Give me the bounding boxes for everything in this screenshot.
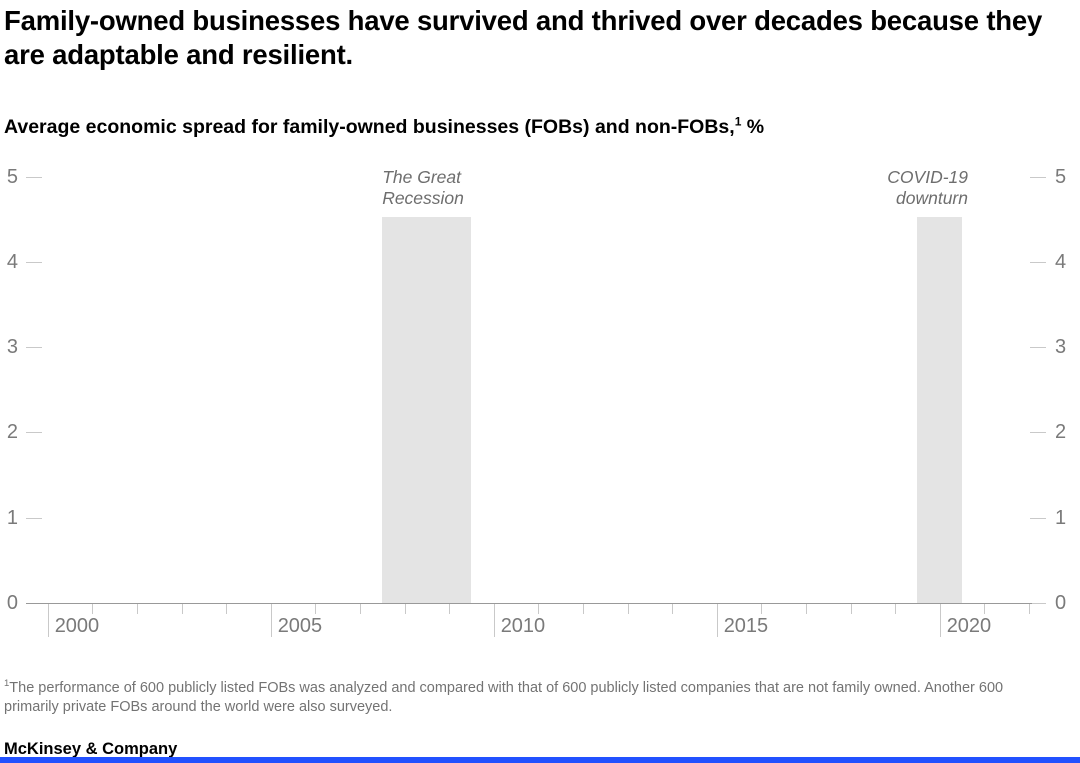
- x-tick-2009: [449, 604, 451, 614]
- x-tick-2004: [226, 604, 228, 614]
- x-tick-2007: [359, 604, 361, 614]
- y-axis-label-right: 0: [1055, 592, 1067, 614]
- x-tick-2014: [672, 604, 674, 614]
- y-tick-left: [26, 261, 42, 263]
- y-axis-label-right: 2: [1055, 421, 1067, 444]
- x-axis-label-2005: 2005: [277, 615, 323, 637]
- y-tick-right: [1030, 517, 1046, 519]
- x-tick-2008: [404, 604, 406, 614]
- annotation-band-great-recession: [382, 216, 472, 603]
- x-tick-2005: [270, 604, 272, 637]
- x-tick-2000: [47, 604, 49, 637]
- x-tick-2001: [92, 604, 94, 614]
- x-tick-2020: [939, 604, 941, 637]
- x-tick-2016: [761, 604, 763, 614]
- y-tick-right: [1030, 261, 1046, 263]
- x-tick-2018: [850, 604, 852, 614]
- annotation-band-covid-19-downturn: [917, 216, 962, 603]
- chart-title-footnote-marker: 1: [734, 114, 742, 129]
- x-axis-label-2010: 2010: [500, 615, 546, 637]
- y-tick-right: [1030, 432, 1046, 434]
- y-axis-label-left: 4: [6, 250, 18, 273]
- annotation-label-covid-19-downturn: COVID-19 downturn: [887, 167, 968, 208]
- y-tick-right: [1030, 176, 1046, 178]
- x-tick-2015: [716, 604, 718, 637]
- x-axis-label-2020: 2020: [946, 615, 992, 637]
- x-tick-2021: [984, 604, 986, 614]
- x-tick-2022: [1028, 604, 1030, 614]
- brand-logo: McKinsey & Company: [4, 740, 178, 758]
- x-tick-2006: [315, 604, 317, 614]
- x-axis-label-2015: 2015: [723, 615, 769, 637]
- y-axis-label-left: 0: [6, 592, 18, 614]
- y-axis-label-right: 5: [1055, 165, 1067, 188]
- x-tick-2011: [538, 604, 540, 614]
- y-axis-label-right: 1: [1055, 506, 1067, 529]
- x-axis-label-2000: 2000: [54, 615, 100, 637]
- x-tick-2003: [181, 604, 183, 614]
- y-tick-left: [26, 432, 42, 434]
- footnote-text: The performance of 600 publicly listed F…: [4, 679, 1004, 715]
- y-axis-label-left: 1: [6, 506, 18, 529]
- y-axis-label-left: 5: [6, 165, 18, 188]
- y-tick-left: [26, 347, 42, 349]
- footnote-marker: 1: [4, 677, 10, 689]
- y-axis-label-left: 3: [6, 336, 18, 359]
- x-tick-2002: [136, 604, 138, 614]
- footnote: 1The performance of 600 publicly listed …: [4, 677, 1054, 717]
- brand-accent-bar: [0, 757, 1080, 763]
- y-tick-right: [1030, 347, 1046, 349]
- x-tick-2017: [805, 604, 807, 614]
- x-axis-line: [26, 603, 1032, 604]
- y-axis-label-right: 3: [1055, 336, 1067, 359]
- y-tick-right: [1030, 603, 1046, 604]
- x-tick-2019: [895, 604, 897, 614]
- chart-title-unit: %: [741, 116, 765, 138]
- annotation-label-great-recession: The Great Recession: [382, 167, 464, 208]
- x-tick-2010: [493, 604, 495, 637]
- chart-title: Average economic spread for family-owned…: [4, 116, 1004, 139]
- page-title: Family-owned businesses have survived an…: [4, 5, 1043, 70]
- y-axis-label-right: 4: [1055, 250, 1067, 273]
- y-tick-left: [26, 176, 42, 178]
- x-tick-2013: [627, 604, 629, 614]
- x-tick-2012: [582, 604, 584, 614]
- chart-title-text: Average economic spread for family-owned…: [4, 116, 735, 138]
- y-axis-label-left: 2: [6, 421, 18, 444]
- y-tick-left: [26, 517, 42, 519]
